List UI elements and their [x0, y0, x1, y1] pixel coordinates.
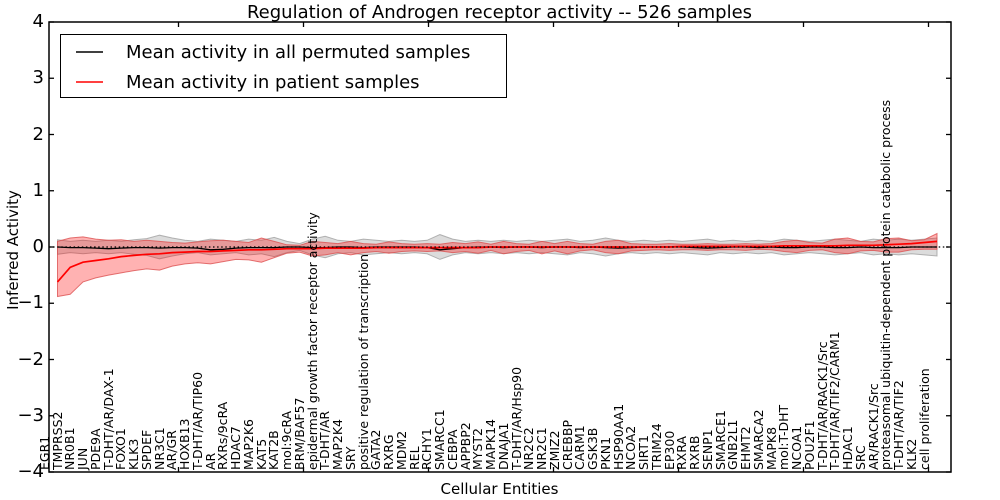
y-tick-label: −4 [17, 461, 44, 482]
plot-canvas [47, 21, 952, 473]
patient-band [56, 232, 937, 298]
y-tick-label: −1 [17, 292, 44, 314]
plot-frame [47, 21, 952, 473]
y-tick-label: 0 [32, 236, 44, 257]
y-tick-label: 2 [32, 123, 44, 145]
legend-item-patient: Mean activity in patient samples [61, 67, 506, 97]
x-tick-label: KLK2 [903, 438, 919, 470]
patient-line-swatch [76, 81, 103, 83]
x-tick-label: cell proliferation [916, 368, 932, 470]
legend-label-patient: Mean activity in patient samples [126, 71, 420, 93]
permuted-line-swatch [76, 51, 103, 53]
plot-area [47, 21, 952, 473]
y-tick-label: 3 [32, 67, 44, 89]
legend-label-permuted: Mean activity in all permuted samples [126, 41, 471, 63]
x-tick-label: TRIM24 [648, 423, 664, 470]
chart-title: Regulation of Androgen receptor activity… [246, 2, 753, 23]
y-axis-label: Inferred Activity [4, 190, 22, 310]
legend: Mean activity in all permuted samples Me… [60, 34, 507, 98]
y-tick-label: 4 [32, 11, 44, 32]
x-tick-label: SENP1 [699, 429, 715, 470]
y-tick-label: −2 [17, 348, 44, 370]
y-tick-label: 1 [32, 179, 44, 201]
legend-item-permuted: Mean activity in all permuted samples [61, 37, 506, 67]
x-axis-label: Cellular Entities [440, 480, 559, 498]
x-tick-label: SMARCA2 [750, 409, 766, 470]
x-tick-label: SRC [852, 445, 868, 470]
y-tick-label: −3 [17, 404, 44, 426]
x-tick-label: POU2F1 [801, 420, 817, 470]
